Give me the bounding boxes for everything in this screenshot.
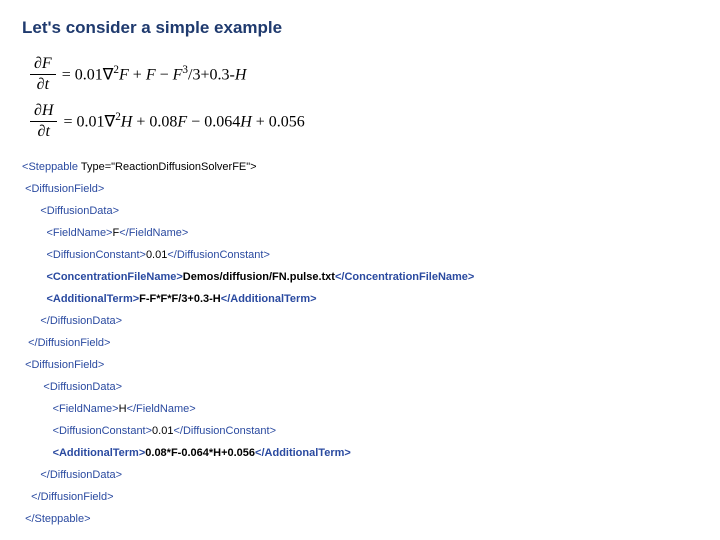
equation-2: ∂H ∂t = 0.01∇2H + 0.08F − 0.064H + 0.056 <box>30 103 698 140</box>
diffusionfield-open: <DiffusionField> <box>25 183 104 195</box>
addterm-open: <AdditionalTerm> <box>46 293 139 305</box>
steppable-tag: Steppable <box>28 161 78 173</box>
steppable-attr: Type="ReactionDiffusionSolverFE"> <box>78 161 257 173</box>
eq2-rhs: = 0.01∇2H + 0.08F − 0.064H + 0.056 <box>63 111 304 131</box>
xml-line: <FieldName>H</FieldName> <box>22 398 698 420</box>
xml-line: <DiffusionData> <box>22 200 698 222</box>
diffconst-open: <DiffusionConstant> <box>46 249 145 261</box>
xml-line: </DiffusionData> <box>22 310 698 332</box>
concfile-close: </ConcentrationFileName> <box>335 271 474 283</box>
eq1-denominator: ∂t <box>33 75 53 93</box>
fieldname-open-2: <FieldName> <box>53 403 119 415</box>
diffconst-open-2: <DiffusionConstant> <box>53 425 152 437</box>
xml-line: <Steppable Type="ReactionDiffusionSolver… <box>22 156 698 178</box>
steppable-close: </Steppable> <box>25 513 90 525</box>
xml-line: </DiffusionData> <box>22 464 698 486</box>
addterm-value: F-F*F*F/3+0.3-H <box>139 293 221 305</box>
diffconst-close-2: </DiffusionConstant> <box>173 425 276 437</box>
equation-1: ∂F ∂t = 0.01∇2F + F − F3/3+0.3-H <box>30 56 698 93</box>
xml-line: <AdditionalTerm>0.08*F-0.064*H+0.056</Ad… <box>22 442 698 464</box>
xml-line: <FieldName>F</FieldName> <box>22 222 698 244</box>
diffconst-close: </DiffusionConstant> <box>167 249 270 261</box>
fieldname-close-2: </FieldName> <box>127 403 196 415</box>
xml-line: <DiffusionConstant>0.01</DiffusionConsta… <box>22 420 698 442</box>
diffusiondata-open-2: <DiffusionData> <box>43 381 122 393</box>
concfile-open: <ConcentrationFileName> <box>46 271 182 283</box>
addterm-close: </AdditionalTerm> <box>221 293 317 305</box>
diffusiondata-open: <DiffusionData> <box>40 205 119 217</box>
addterm-value-2: 0.08*F-0.064*H+0.056 <box>145 447 255 459</box>
equations-block: ∂F ∂t = 0.01∇2F + F − F3/3+0.3-H ∂H ∂t =… <box>30 56 698 140</box>
diffusionfield-close: </DiffusionField> <box>28 337 110 349</box>
xml-line: </DiffusionField> <box>22 332 698 354</box>
addterm-close-2: </AdditionalTerm> <box>255 447 351 459</box>
xml-line: </DiffusionField> <box>22 486 698 508</box>
xml-line: <DiffusionConstant>0.01</DiffusionConsta… <box>22 244 698 266</box>
page-title: Let's consider a simple example <box>22 18 698 38</box>
eq2-numerator: ∂H <box>30 103 57 122</box>
diffconst-value-2: 0.01 <box>152 425 173 437</box>
eq1-rhs: = 0.01∇2F + F − F3/3+0.3-H <box>62 64 247 84</box>
concfile-value: Demos/diffusion/FN.pulse.txt <box>183 271 335 283</box>
fieldname-open: <FieldName> <box>46 227 112 239</box>
diffconst-value: 0.01 <box>146 249 167 261</box>
eq2-denominator: ∂t <box>34 122 54 140</box>
eq1-numerator: ∂F <box>30 56 56 75</box>
diffusionfield-open-2: <DiffusionField> <box>25 359 104 371</box>
xml-line: <DiffusionField> <box>22 178 698 200</box>
xml-line: <DiffusionData> <box>22 376 698 398</box>
addterm-open-2: <AdditionalTerm> <box>53 447 146 459</box>
fieldname-value-2: H <box>119 403 127 415</box>
fieldname-close: </FieldName> <box>119 227 188 239</box>
diffusiondata-close: </DiffusionData> <box>40 315 122 327</box>
xml-line: </Steppable> <box>22 508 698 530</box>
eq2-lhs-fraction: ∂H ∂t <box>30 103 57 140</box>
xml-line: <ConcentrationFileName>Demos/diffusion/F… <box>22 266 698 288</box>
diffusionfield-close-2: </DiffusionField> <box>31 491 113 503</box>
xml-code-block: <Steppable Type="ReactionDiffusionSolver… <box>22 156 698 530</box>
xml-line: <AdditionalTerm>F-F*F*F/3+0.3-H</Additio… <box>22 288 698 310</box>
diffusiondata-close-2: </DiffusionData> <box>40 469 122 481</box>
xml-line: <DiffusionField> <box>22 354 698 376</box>
eq1-lhs-fraction: ∂F ∂t <box>30 56 56 93</box>
